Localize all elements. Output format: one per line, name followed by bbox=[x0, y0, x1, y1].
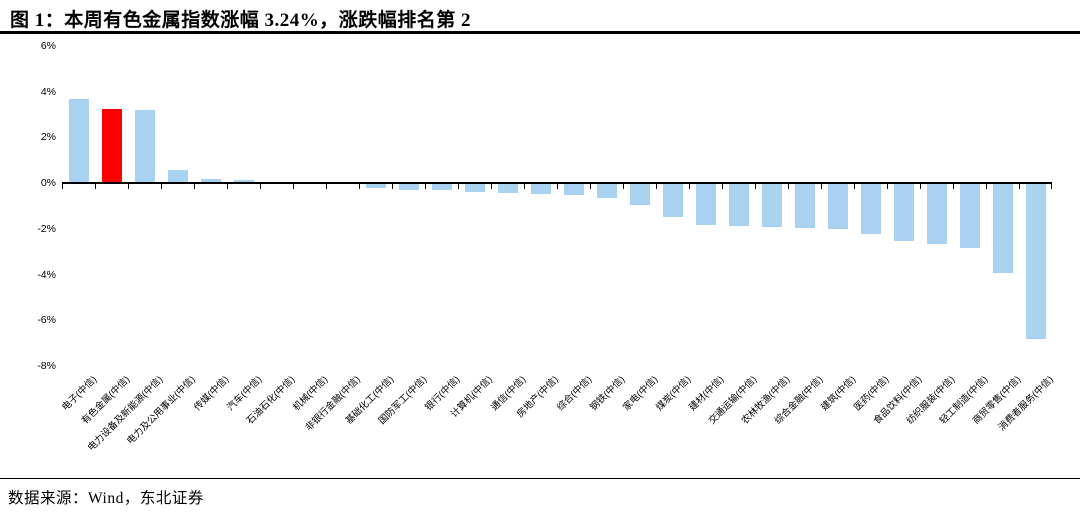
bar bbox=[596, 183, 617, 199]
x-axis-category-label: 建筑(中信) bbox=[818, 374, 858, 414]
bar bbox=[398, 183, 419, 190]
bar bbox=[68, 99, 89, 184]
x-axis-tick bbox=[788, 184, 789, 190]
x-axis-tick bbox=[227, 184, 228, 190]
bar bbox=[464, 183, 485, 193]
x-axis-tick bbox=[689, 184, 690, 190]
bar bbox=[233, 180, 254, 184]
bar bbox=[530, 183, 551, 194]
bar bbox=[497, 183, 518, 194]
x-axis-tick bbox=[1019, 184, 1020, 190]
bar bbox=[200, 178, 221, 184]
bar bbox=[761, 183, 782, 228]
y-axis-tick-label: 6% bbox=[40, 40, 56, 52]
title-divider bbox=[0, 31, 1080, 34]
x-axis-category-label: 煤炭(中信) bbox=[653, 374, 693, 414]
x-axis-category-label: 综合(中信) bbox=[554, 374, 594, 414]
x-axis-tick bbox=[590, 184, 591, 190]
x-axis-tick bbox=[623, 184, 624, 190]
bar bbox=[992, 183, 1013, 274]
footer-divider bbox=[0, 478, 1080, 479]
bar bbox=[431, 183, 452, 190]
bar-highlighted bbox=[101, 109, 122, 184]
x-axis-tick bbox=[425, 184, 426, 190]
x-axis-tick bbox=[986, 184, 987, 190]
data-source-note: 数据来源：Wind，东北证券 bbox=[8, 490, 204, 507]
bar bbox=[563, 183, 584, 195]
x-axis-tick bbox=[887, 184, 888, 190]
x-axis-tick bbox=[95, 184, 96, 190]
x-axis-tick bbox=[920, 184, 921, 190]
y-axis-tick-label: -4% bbox=[37, 268, 56, 281]
y-axis-tick-label: 2% bbox=[40, 131, 56, 144]
bar bbox=[134, 110, 155, 184]
bar bbox=[926, 183, 947, 244]
x-axis-tick bbox=[293, 184, 294, 190]
bar bbox=[365, 183, 386, 188]
x-axis-tick bbox=[260, 184, 261, 190]
x-axis-tick bbox=[953, 184, 954, 190]
x-axis-tick bbox=[458, 184, 459, 190]
bar bbox=[827, 183, 848, 229]
x-axis-tick bbox=[722, 184, 723, 190]
bar bbox=[860, 183, 881, 234]
y-axis-tick-label: -6% bbox=[37, 314, 56, 327]
x-axis-tick bbox=[326, 184, 327, 190]
bar bbox=[695, 183, 716, 226]
x-axis-tick bbox=[524, 184, 525, 190]
industry-weekly-change-bar-chart: 6% 4% 2% 0% -2% -4% -6% -8% 电子(中信) 有色金属(中信) 电力设备及… bbox=[37, 40, 1056, 454]
x-axis-category-label: 家电(中信) bbox=[620, 374, 660, 414]
x-axis-tick bbox=[557, 184, 558, 190]
x-axis-tick bbox=[161, 184, 162, 190]
y-axis-tick-label: -8% bbox=[37, 360, 56, 372]
x-axis-tick bbox=[359, 184, 360, 190]
x-axis-tick bbox=[656, 184, 657, 190]
bar bbox=[662, 183, 683, 217]
x-axis-tick bbox=[821, 184, 822, 190]
x-axis-tick bbox=[854, 184, 855, 190]
x-axis-tick bbox=[392, 184, 393, 190]
y-axis-tick-label: 0% bbox=[40, 177, 56, 190]
zero-axis-line bbox=[62, 182, 1052, 185]
x-axis-tick bbox=[128, 184, 129, 190]
bar bbox=[1025, 183, 1046, 339]
figure-title: 图 1：本周有色金属指数涨幅 3.24%，涨跌幅排名第 2 bbox=[10, 10, 472, 31]
y-axis-tick-label: -2% bbox=[37, 222, 56, 235]
x-axis-category-label: 钢铁(中信) bbox=[587, 374, 627, 414]
x-axis-tick bbox=[194, 184, 195, 190]
bar bbox=[893, 183, 914, 242]
bar bbox=[167, 169, 188, 184]
bar bbox=[794, 183, 815, 228]
x-axis-category-label: 传媒(中信) bbox=[191, 374, 231, 414]
x-axis-tick bbox=[62, 184, 63, 190]
bar bbox=[959, 183, 980, 249]
x-axis-tick bbox=[1051, 184, 1052, 190]
plot-area: 电子(中信) 有色金属(中信) 电力设备及新能源(中信) 电力及公用事业(中信) 传媒(… bbox=[60, 46, 1056, 454]
y-axis-tick-label: 4% bbox=[40, 85, 56, 98]
x-axis-tick bbox=[755, 184, 756, 190]
bar bbox=[728, 183, 749, 227]
x-axis-tick bbox=[491, 184, 492, 190]
bar bbox=[629, 183, 650, 205]
